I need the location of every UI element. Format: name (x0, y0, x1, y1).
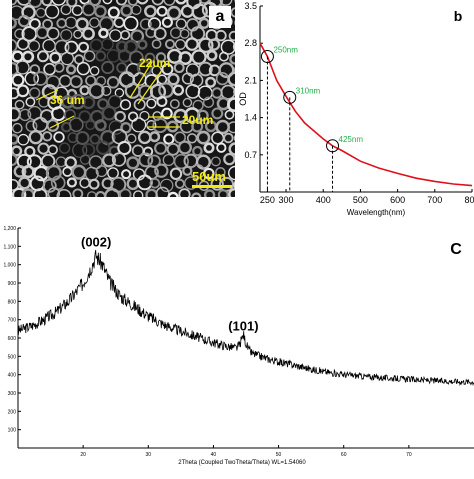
od-chart: 3.5 2.8 2.1 1.4 0.7 250 300 400 500 600 700 800 Wave… (236, 0, 474, 218)
x-axis-title: 2Theta (Coupled TwoTheta/Theta) WL=1.540… (178, 460, 306, 466)
y-tick-label: 1,200 (3, 226, 16, 232)
x-tick-label: 30 (146, 452, 152, 458)
scale-bar (192, 185, 232, 188)
annotation-label: 425nm (339, 135, 364, 144)
micrograph-image (12, 0, 235, 197)
panel-c-letter: C (450, 241, 462, 258)
y-tick-label: 300 (8, 391, 17, 397)
y-tick-label: 2.8 (244, 38, 257, 48)
y-tick-label: 500 (8, 354, 17, 360)
x-tick-label: 250 (260, 195, 275, 205)
pore-wall (234, 88, 235, 96)
scale-bar-label: 50um (192, 169, 226, 184)
x-tick-label: 60 (341, 452, 347, 458)
y-tick-label: 600 (8, 336, 17, 342)
series-line-xrd (18, 250, 474, 385)
y-tick-label: 400 (8, 373, 17, 379)
y-tick-label: 700 (8, 318, 17, 324)
y-tick-label: 1,100 (3, 244, 16, 250)
y-tick-label: 800 (8, 299, 17, 305)
y-tick-label: 3.5 (244, 1, 257, 11)
od-chart-panel: 3.5 2.8 2.1 1.4 0.7 250 300 400 500 600 700 800 Wave… (236, 0, 474, 218)
x-tick-label: 400 (316, 195, 331, 205)
x-tick-label: 300 (279, 195, 294, 205)
annotation-label: 250nm (273, 45, 298, 54)
x-tick-label: 500 (353, 195, 368, 205)
y-tick-label: 900 (8, 281, 17, 287)
panel-a-letter: a (209, 6, 231, 28)
measurement-label-20um: 20um (182, 113, 213, 127)
y-tick-label: 0.7 (244, 150, 257, 160)
xrd-chart: 1,200 1,100 1,000 900 800 700 600 500 400 300 200 1… (0, 218, 474, 474)
y-tick-label: 200 (8, 409, 17, 415)
measurement-label-22um: 22um (139, 56, 170, 70)
micrograph-panel: a 22um 36 um 20um 50um (12, 0, 235, 197)
y-tick-label: 2.1 (244, 75, 257, 85)
y-tick-label: 1,000 (3, 263, 16, 269)
measurement-label-36um: 36 um (50, 93, 85, 107)
x-axis-title: Wavelength(nm) (347, 208, 406, 217)
peak-label: (002) (81, 234, 111, 249)
y-tick-label: 100 (8, 428, 17, 434)
x-tick-label: 50 (276, 452, 282, 458)
y-tick-label: 1.4 (244, 113, 257, 123)
panel-b-letter: b (454, 8, 463, 24)
y-axis-title: OD (238, 92, 248, 106)
x-tick-label: 800 (464, 195, 474, 205)
peak-label: (101) (228, 319, 258, 334)
x-tick-label: 40 (211, 452, 217, 458)
series-line-od (260, 43, 472, 185)
x-tick-label: 600 (390, 195, 405, 205)
x-tick-label: 70 (406, 452, 412, 458)
x-tick-label: 700 (427, 195, 442, 205)
xrd-chart-panel: 1,200 1,100 1,000 900 800 700 600 500 400 300 200 1… (0, 218, 474, 474)
x-tick-label: 20 (80, 452, 86, 458)
annotation-label: 310nm (296, 86, 321, 95)
